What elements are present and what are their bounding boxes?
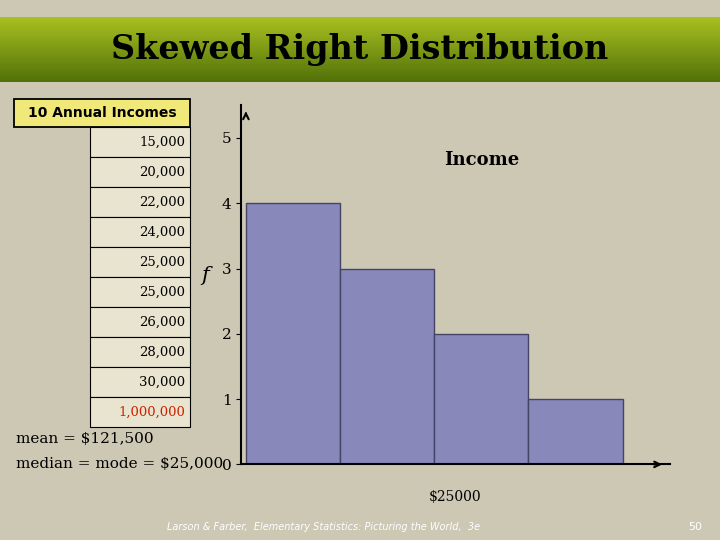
Bar (0, 34, 720, 35)
Bar (0, 43, 720, 44)
Bar (0, 70, 720, 71)
Bar (90, 187, 190, 217)
Bar (90, 397, 190, 427)
Bar (0, 19, 720, 20)
Bar (14, 99, 190, 127)
Bar (0, 44, 720, 45)
Bar (0, 67, 720, 68)
Bar (0, 31, 720, 32)
Bar (0, 24, 720, 25)
Bar (0, 55, 720, 56)
Bar (0, 47, 720, 48)
Bar (0, 48, 720, 49)
Bar (0, 51, 720, 52)
Bar (0, 66, 720, 67)
Bar (0, 68, 720, 69)
Bar (0, 56, 720, 57)
Text: Income: Income (444, 151, 519, 169)
Bar (0, 59, 720, 60)
Text: 1,000,000: 1,000,000 (118, 406, 185, 419)
Text: 25,000: 25,000 (139, 286, 185, 299)
Text: 50: 50 (688, 522, 702, 532)
Bar (0, 78, 720, 79)
Bar (434, 334, 528, 464)
Bar (0, 72, 720, 73)
Text: Larson & Farber,  Elementary Statistics: Picturing the World,  3e: Larson & Farber, Elementary Statistics: … (168, 522, 480, 532)
Text: 26,000: 26,000 (139, 315, 185, 328)
Bar (0, 57, 720, 58)
Bar (0, 40, 720, 41)
Bar (0, 36, 720, 37)
Bar (90, 217, 190, 247)
Text: Skewed Right Distribution: Skewed Right Distribution (112, 33, 608, 66)
Bar (0, 73, 720, 74)
Bar (0, 29, 720, 30)
Bar (0, 65, 720, 66)
Text: 15,000: 15,000 (139, 136, 185, 148)
Bar (0, 30, 720, 31)
Text: 28,000: 28,000 (139, 346, 185, 359)
Text: 20,000: 20,000 (139, 166, 185, 179)
Bar (90, 247, 190, 277)
Bar (0, 61, 720, 62)
Bar (0, 25, 720, 26)
Bar (0, 46, 720, 47)
Bar (0, 53, 720, 54)
Bar (0, 81, 720, 82)
Text: median = mode = $25,000: median = mode = $25,000 (16, 457, 223, 471)
Bar (340, 268, 434, 464)
Bar (90, 367, 190, 397)
Bar (90, 277, 190, 307)
Bar (0, 39, 720, 40)
Text: 10 Annual Incomes: 10 Annual Incomes (27, 106, 176, 120)
Bar (0, 75, 720, 76)
Text: 22,000: 22,000 (139, 195, 185, 208)
Bar (0, 42, 720, 43)
Bar (0, 37, 720, 38)
Bar (0, 49, 720, 50)
Bar (0, 27, 720, 28)
Bar (0, 38, 720, 39)
Bar (0, 69, 720, 70)
Bar (0, 22, 720, 23)
Bar (0, 32, 720, 33)
Bar (0, 64, 720, 65)
Bar (0, 76, 720, 77)
Bar (0, 21, 720, 22)
Bar (90, 337, 190, 367)
Bar (0, 74, 720, 75)
Text: 25,000: 25,000 (139, 255, 185, 268)
Text: 24,000: 24,000 (139, 226, 185, 239)
Bar (0, 62, 720, 63)
Bar (0, 41, 720, 42)
Text: 30,000: 30,000 (139, 376, 185, 389)
Bar (0, 50, 720, 51)
Text: Mean > Median: Mean > Median (404, 443, 576, 461)
Bar (246, 203, 340, 464)
Bar (0, 77, 720, 78)
Text: $25000: $25000 (429, 490, 482, 503)
Bar (0, 80, 720, 81)
Bar (0, 58, 720, 59)
Bar (90, 157, 190, 187)
Bar (0, 52, 720, 53)
Bar (0, 79, 720, 80)
Text: mean = $121,500: mean = $121,500 (16, 432, 153, 446)
Bar (0, 54, 720, 55)
Bar (90, 307, 190, 337)
Bar (0, 28, 720, 29)
Y-axis label: f: f (201, 266, 209, 285)
Bar (0, 45, 720, 46)
Bar (528, 399, 623, 464)
Bar (0, 71, 720, 72)
Bar (0, 33, 720, 34)
Bar (0, 63, 720, 64)
Bar (0, 60, 720, 61)
Bar (90, 127, 190, 157)
Bar (0, 35, 720, 36)
